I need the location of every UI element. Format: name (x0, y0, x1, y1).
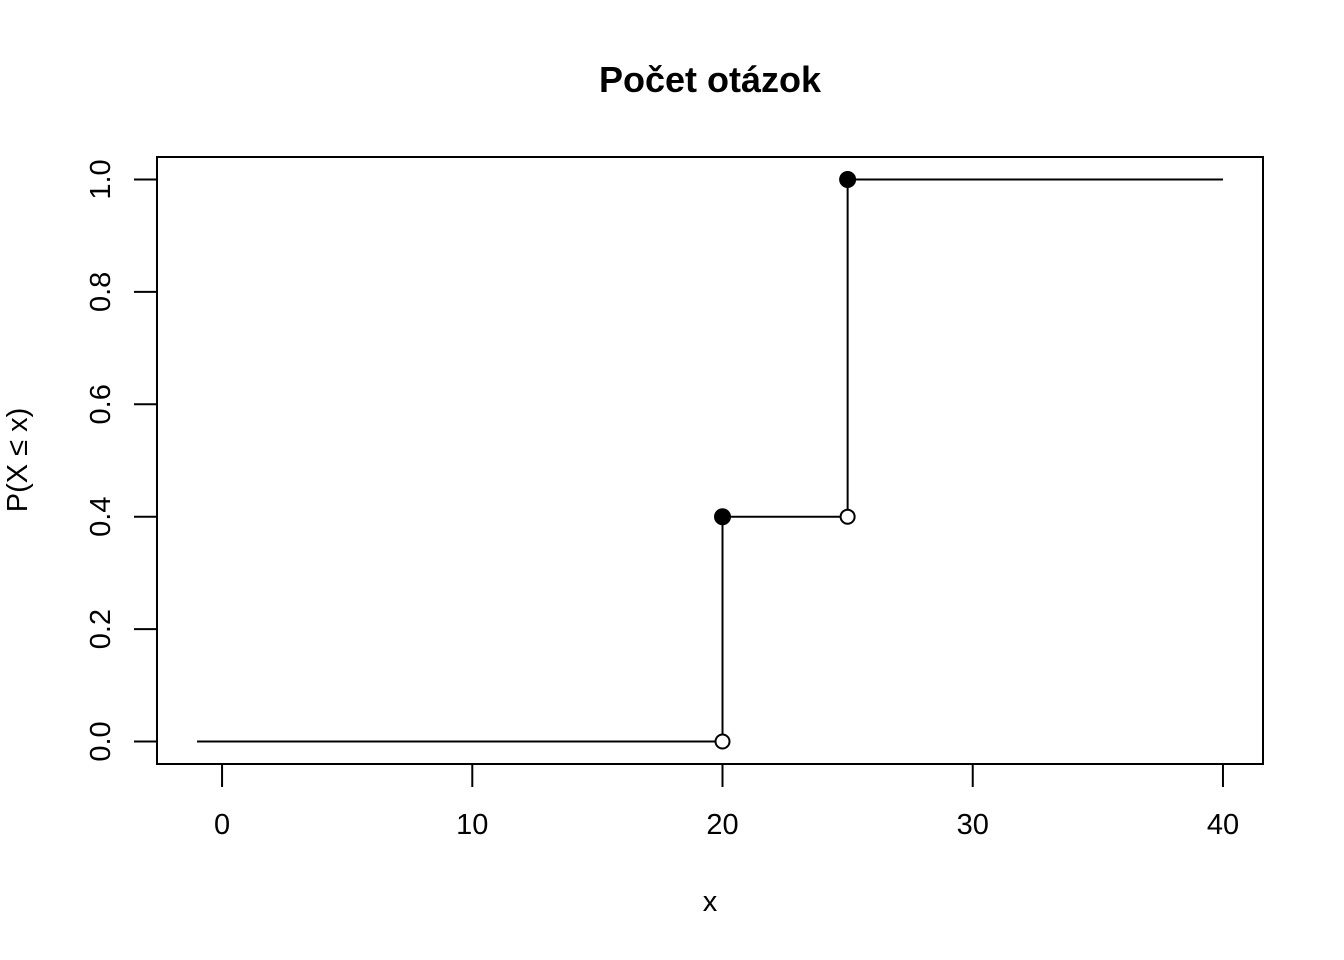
y-tick-label: 0.4 (85, 497, 117, 537)
cdf-series (197, 170, 1223, 750)
y-tick-label: 0.2 (85, 609, 117, 649)
y-tick-label: 0.0 (85, 721, 117, 761)
y-tick-label: 0.8 (85, 272, 117, 312)
plot-frame (156, 156, 1264, 765)
x-tick-label: 30 (957, 809, 989, 841)
x-tick-label: 10 (456, 809, 488, 841)
closed-point (839, 170, 857, 188)
chart-title: Počet otázok (599, 59, 822, 100)
y-tick-label: 0.6 (85, 384, 117, 424)
x-axis: 0 10 20 30 40 (214, 763, 1239, 841)
open-point (714, 733, 731, 750)
x-tick-label: 40 (1207, 809, 1239, 841)
y-tick-label: 1.0 (85, 159, 117, 199)
x-axis-label: x (703, 886, 718, 918)
x-tick-label: 0 (214, 809, 230, 841)
y-axis-label: P(X ≤ x) (2, 408, 34, 513)
closed-point (714, 508, 732, 526)
y-axis: 0.0 0.2 0.4 0.6 0.8 1.0 (85, 159, 158, 762)
open-point (839, 508, 856, 525)
x-tick-label: 20 (706, 809, 738, 841)
